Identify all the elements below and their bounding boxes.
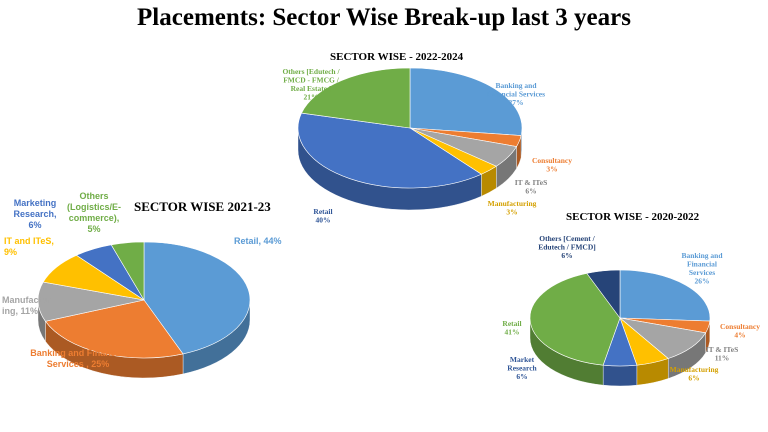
pie-chart-0: Banking and Financial Services 27% Consulta… bbox=[282, 67, 572, 225]
slice-label-2-1: Consultancy 4% bbox=[720, 322, 760, 340]
slice-label-2-5: Retail 41% bbox=[502, 319, 521, 337]
slice-label-1-2: Manufactur ing, 11% bbox=[2, 295, 51, 316]
chart-title-2020-2022: SECTOR WISE - 2020-2022 bbox=[566, 211, 700, 223]
slice-label-1-1: Banking and Financial Services , 25% bbox=[30, 348, 126, 369]
slice-label-0-4: Retail 40% bbox=[313, 207, 332, 225]
slice-label-2-0: Banking and Financial Services 26% bbox=[681, 251, 723, 286]
slice-label-2-4: Market Research 6% bbox=[507, 355, 537, 381]
chart-title-2022-2024: SECTOR WISE - 2022-2024 bbox=[330, 51, 464, 63]
slice-label-1-5: Others (Logistics/E-commerce), 5% bbox=[67, 191, 121, 234]
slice-label-1-0: Retail, 44% bbox=[234, 236, 282, 246]
slice-label-2-2: IT & ITeS 11% bbox=[706, 345, 739, 363]
slice-2-0 bbox=[619, 269, 711, 322]
slice-label-2-6: Others [Cement / Edutech / FMCD] 6% bbox=[538, 234, 596, 260]
slice-label-0-2: IT & ITeS 6% bbox=[515, 178, 548, 196]
slice-0-5 bbox=[301, 67, 411, 129]
pie-chart-2: Banking and Financial Services 26% Consultan… bbox=[502, 234, 760, 387]
slice-1-0 bbox=[143, 241, 251, 355]
slice-side-2-4 bbox=[602, 364, 638, 387]
slice-1-2 bbox=[37, 281, 145, 322]
slice-label-1-3: IT and ITeS, 9% bbox=[4, 236, 54, 257]
slice-2-5 bbox=[529, 273, 621, 366]
chart-title-2021-23: SECTOR WISE 2021-23 bbox=[134, 199, 271, 214]
slice-label-0-1: Consultancy 3% bbox=[532, 156, 572, 174]
slice-0-0 bbox=[409, 67, 523, 136]
slice-label-0-5: Others [Edutech / FMCD - FMCG / Real Estat… bbox=[282, 67, 340, 102]
page-title: Placements: Sector Wise Break-up last 3 … bbox=[137, 4, 631, 31]
slice-1-1 bbox=[44, 299, 184, 359]
slice-0-4 bbox=[297, 112, 483, 189]
slice-2-6 bbox=[586, 269, 621, 319]
slice-label-0-3: Manufacturing 3% bbox=[488, 199, 537, 217]
slice-label-0-0: Banking and Financial Services 27% bbox=[487, 81, 545, 107]
slice-label-2-3: Manufacturing 6% bbox=[670, 365, 719, 383]
pie-chart-1: Retail, 44% Banking and Financial Services… bbox=[2, 191, 282, 379]
slice-label-1-4: Marketing Research, 6% bbox=[13, 198, 56, 230]
slice-1-5 bbox=[110, 241, 145, 302]
